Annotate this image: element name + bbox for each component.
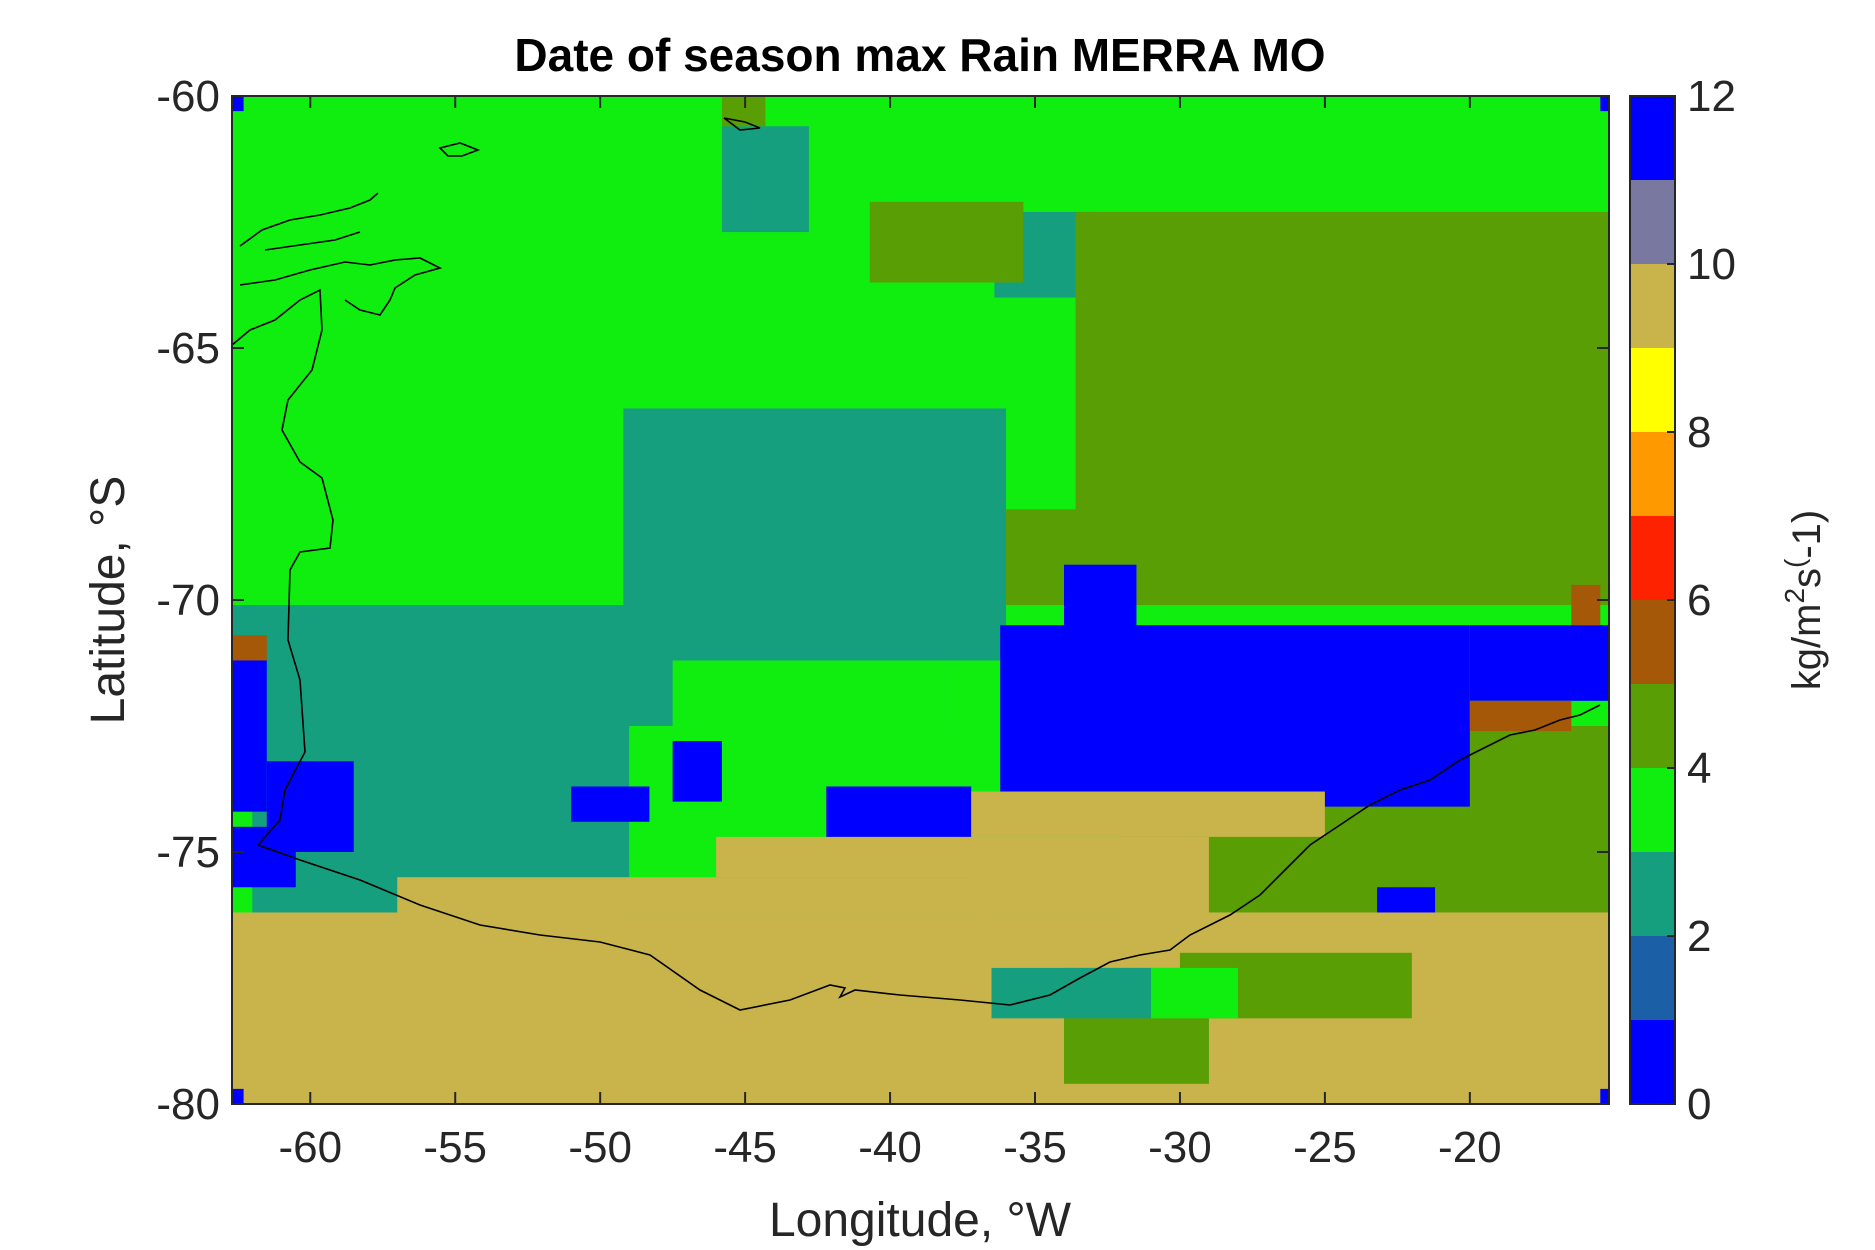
heatmap-region-25 (232, 635, 267, 661)
colorbar: 0 2 4 6 8 10 12 kg/m2s(-1) (1629, 72, 1829, 1129)
colorbar-tick-label: 4 (1687, 744, 1711, 793)
y-tick-labels: -60 -65 -70 -75 -80 (156, 72, 220, 1129)
chart-title: Date of season max Rain MERRA MO (514, 29, 1325, 81)
colorbar-tick-label: 6 (1687, 576, 1711, 625)
heatmap-region-20 (672, 741, 722, 802)
heatmap-region-13 (1000, 625, 1470, 807)
x-tick-label: -25 (1293, 1123, 1357, 1172)
heatmap-region-34 (991, 967, 1151, 1019)
heatmap-region-30 (971, 791, 1325, 837)
x-tick-label: -55 (423, 1123, 487, 1172)
heatmap-region-26 (232, 660, 267, 812)
heatmap-region-0 (721, 126, 809, 233)
heatmap-region-23 (1469, 700, 1572, 732)
coastline (231, 117, 1601, 1011)
x-tick-label: -20 (1438, 1123, 1502, 1172)
colorbar-tick-label: 2 (1687, 912, 1711, 961)
x-tick-label: -50 (568, 1123, 632, 1172)
heatmap-region-19 (571, 786, 650, 822)
x-tick-label: -45 (713, 1123, 777, 1172)
heatmap-region-4 (1075, 211, 1609, 515)
y-tick-label: -75 (156, 828, 220, 877)
colorbar-tick-label: 8 (1687, 408, 1711, 457)
heatmap-region-38 (232, 1088, 244, 1104)
y-tick-label: -80 (156, 1080, 220, 1129)
heatmap-region-14 (1469, 625, 1609, 701)
axis-ticks (232, 95, 1609, 1105)
coastline-antarctic-peninsula (231, 288, 334, 846)
heatmap-region-24 (1571, 584, 1601, 626)
y-axis-label: Latitude, °S (82, 476, 135, 725)
x-axis-label: Longitude, °W (769, 1194, 1072, 1247)
coastline-shetland-islands (239, 117, 761, 316)
x-tick-label: -35 (1003, 1123, 1067, 1172)
y-tick-label: -65 (156, 324, 220, 373)
y-tick-label: -60 (156, 72, 220, 121)
colorbar-ticks: 0 2 4 6 8 10 12 (1667, 72, 1736, 1129)
x-tick-labels: -60 -55 -50 -45 -40 -35 -30 -25 -20 (278, 1123, 1501, 1172)
colorbar-tick-label: 0 (1687, 1080, 1711, 1129)
heatmap-region-36 (232, 96, 244, 112)
heatmap-cells (232, 96, 1609, 1104)
plot-area (231, 95, 1610, 1105)
colorbar-label: kg/m2s(-1) (1779, 510, 1829, 690)
y-tick-label: -70 (156, 576, 220, 625)
x-tick-label: -60 (278, 1123, 342, 1172)
heatmap-region-17 (232, 826, 296, 888)
colorbar-tick-label: 10 (1687, 240, 1736, 289)
heatmap-region-28 (397, 877, 992, 913)
heatmap-region-37 (1600, 96, 1609, 112)
heatmap-region-39 (1600, 1088, 1609, 1104)
colorbar-tick-label: 12 (1687, 72, 1736, 121)
heatmap-region-15 (1063, 564, 1137, 656)
coastline-weddell-shelf (257, 704, 1601, 1011)
x-tick-label: -40 (858, 1123, 922, 1172)
heatmap-region-35 (1150, 967, 1238, 1019)
heatmap-region-31 (971, 836, 1209, 913)
x-tick-label: -30 (1148, 1123, 1212, 1172)
heatmap-region-2 (869, 201, 1024, 283)
